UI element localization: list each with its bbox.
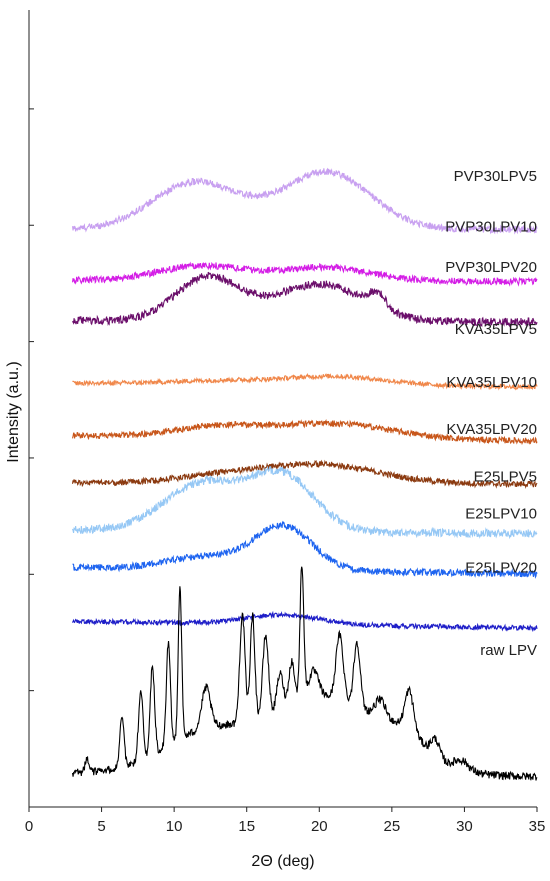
series-line-pvp30lpv10 [71,261,538,287]
x-tick-label: 0 [25,818,33,835]
x-axis-label: 2Θ (deg) [251,853,314,870]
x-tick-label: 35 [529,818,546,835]
y-axis-label: Intensity (a.u.) [5,361,22,462]
series-line-raw-lpv [71,566,538,781]
series-line-pvp30lpv20 [72,271,538,328]
series-label: KVA35LPV5 [455,321,537,338]
series-label: KVA35LPV10 [446,374,537,391]
series-label: PVP30LPV5 [454,168,537,185]
series-line-kva35lpv5 [72,372,538,391]
series-line-kva35lpv20 [71,459,538,490]
series-label: PVP30LPV10 [445,219,537,236]
series-line-kva35lpv10 [72,418,538,446]
series-line-e25lpv20 [72,610,538,633]
series-labels: PVP30LPV5 PVP30LPV10 PVP30LPV20 KVA35LPV5 KV… [445,168,537,659]
series-label: raw LPV [480,642,537,659]
x-tick-label: 30 [456,818,473,835]
x-tick-label: 20 [311,818,328,835]
axes: 0 5 10 15 20 25 30 35 [25,10,546,835]
series-label: E25LPV20 [465,560,537,577]
series-label: E25LPV10 [465,506,537,523]
x-tick-label: 15 [238,818,255,835]
series-line-e25lpv10 [72,520,538,579]
series-traces [71,167,538,781]
x-tick-label: 5 [97,818,105,835]
series-label: PVP30LPV20 [445,259,537,276]
series-line-pvp30lpv5 [71,167,538,235]
series-line-e25lpv5 [72,465,538,540]
series-label: E25LPV5 [474,468,537,485]
x-tick-label: 25 [384,818,401,835]
series-label: KVA35LPV20 [446,421,537,438]
x-tick-label: 10 [166,818,183,835]
